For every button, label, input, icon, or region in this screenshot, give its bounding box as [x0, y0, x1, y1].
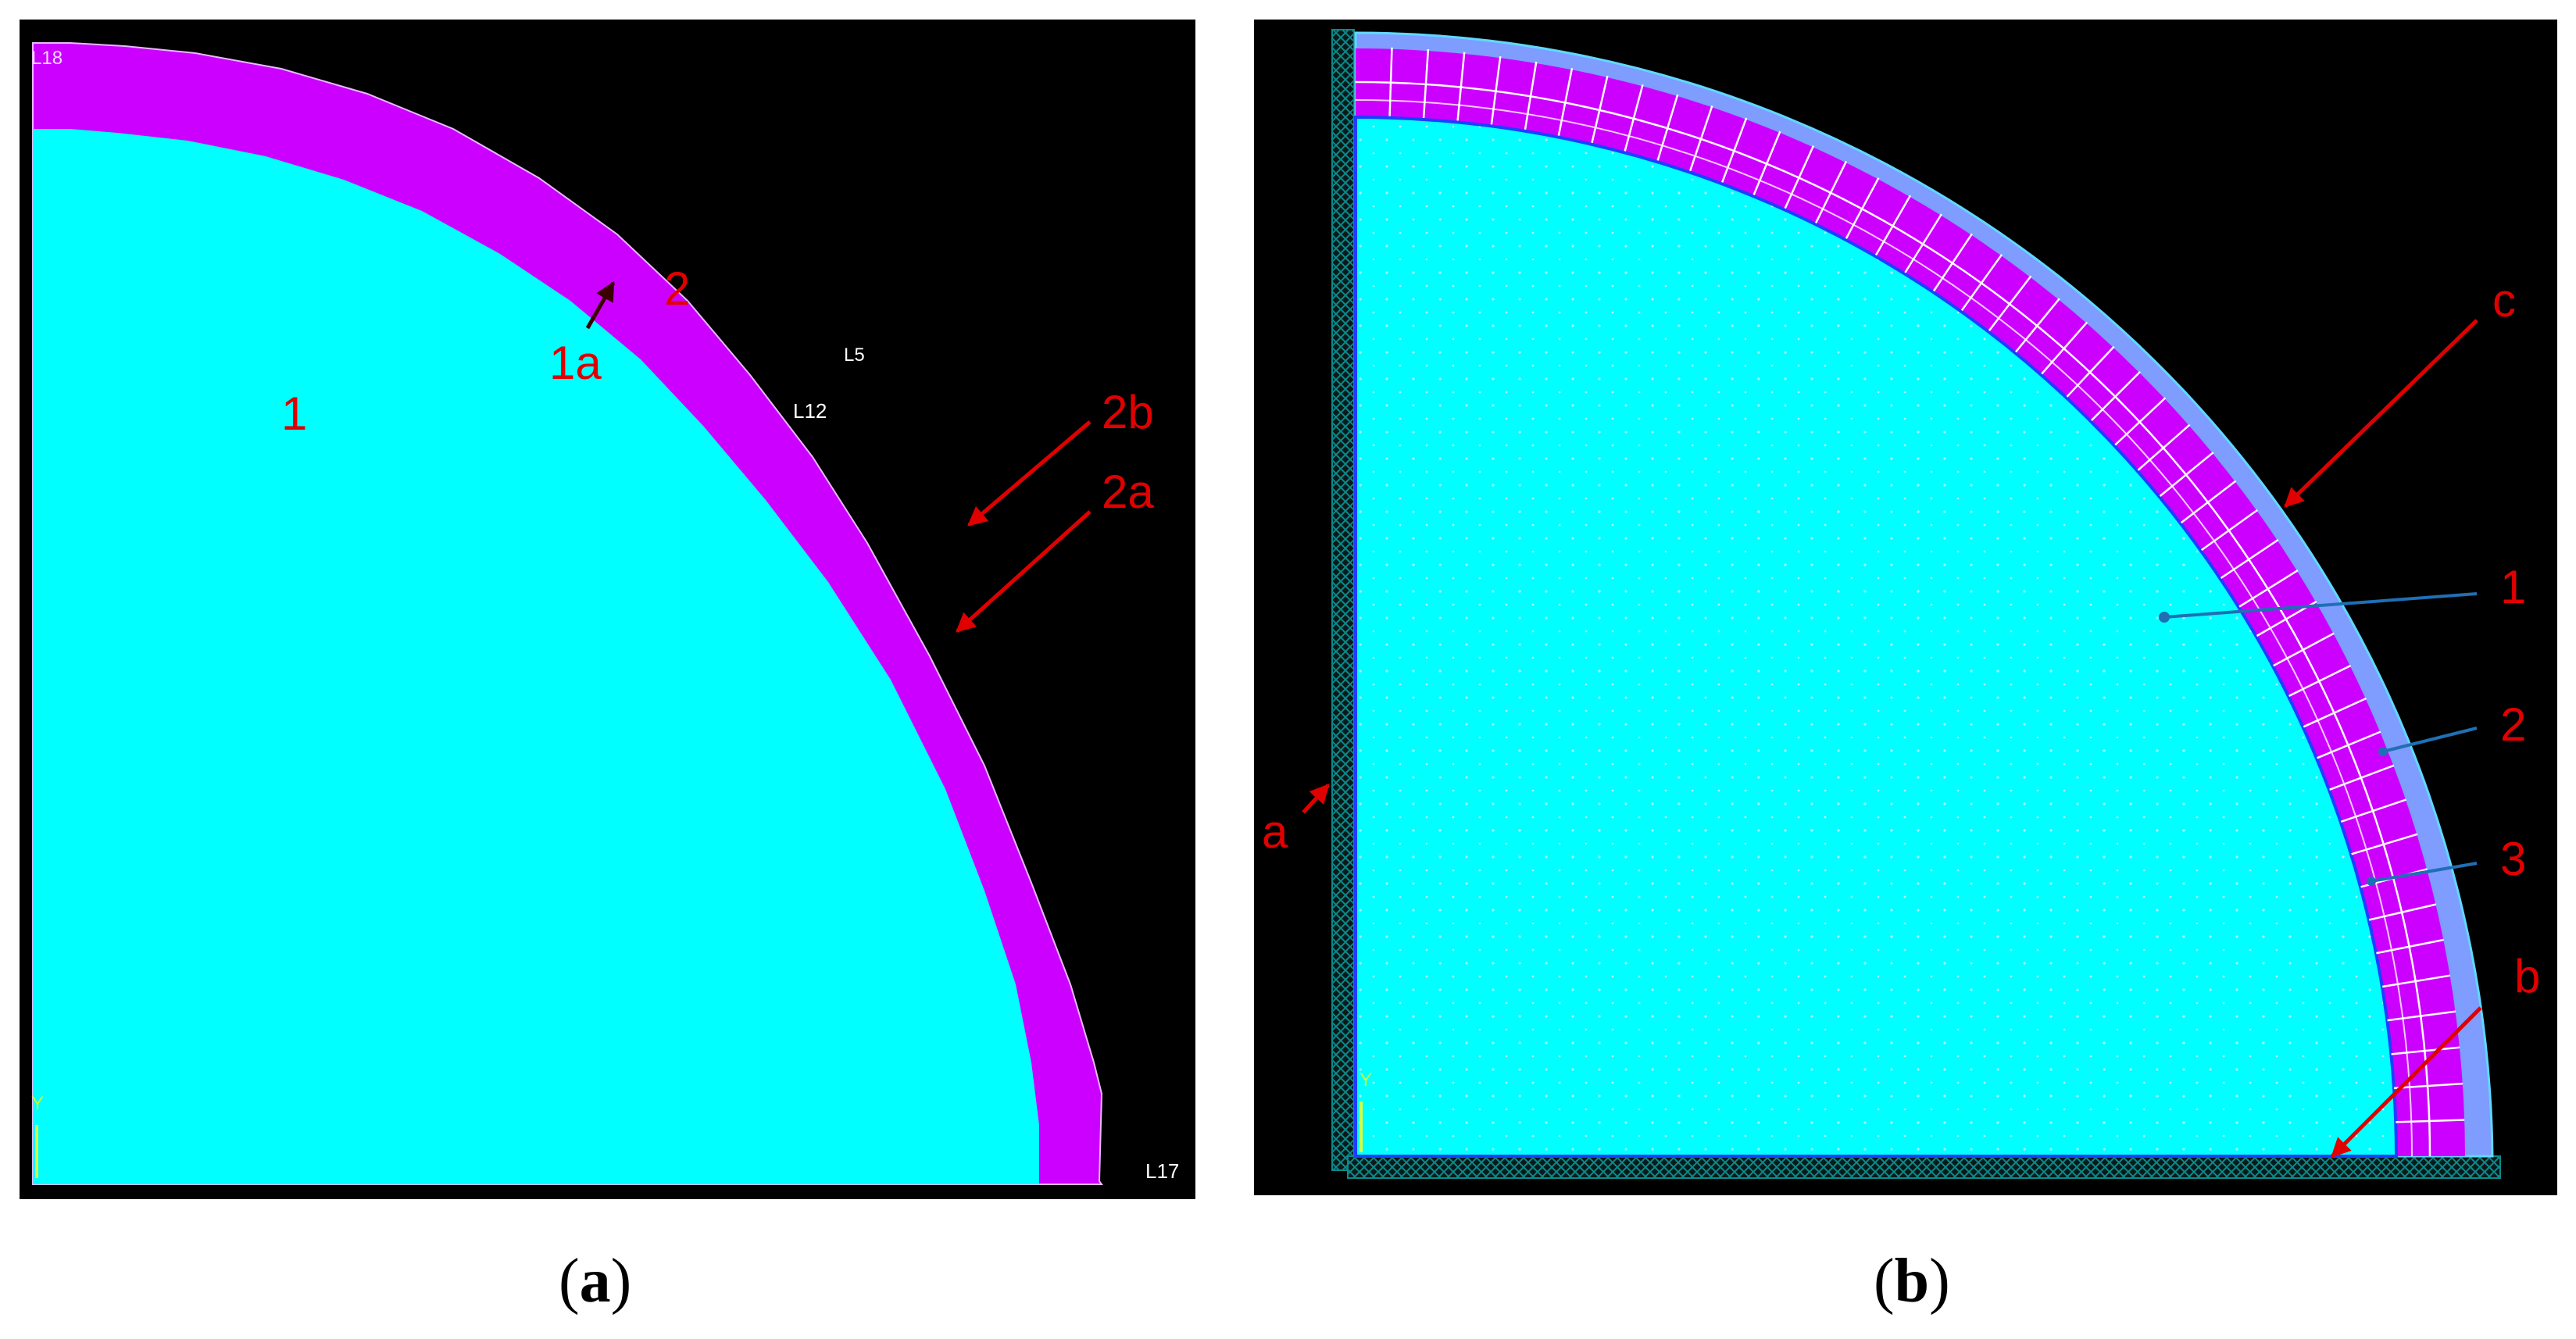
panel-a-label-core-edge: 1a [549, 337, 602, 389]
panel-a-line-L17: L17 [1145, 1159, 1179, 1183]
panel-a-line-L5: L5 [844, 345, 865, 366]
panel-a-core-region [33, 129, 1039, 1184]
panel-a-axis-glyph: Y [31, 1093, 44, 1178]
panel-b-axis-glyph: Y [1359, 1069, 1372, 1152]
panel-a-arrow-shell-outer [967, 420, 1091, 527]
panel-b-label-shell: 2 [2500, 698, 2526, 751]
panel-b-label-boundary-bottom: b [2514, 950, 2540, 1002]
panel-a-arrow-shell-inner [956, 510, 1091, 633]
panel-a-label-shell: 2 [664, 262, 690, 315]
panel-b-core-region [1354, 115, 2399, 1158]
panel-a-caption: (a) [559, 1247, 632, 1316]
panel-b-leader-core [2163, 592, 2478, 619]
panel-b-arrow-outer [2284, 319, 2478, 508]
panel-b-bottom-boundary-mesh [1347, 1155, 2501, 1179]
panel-b-caption: (b) [1874, 1247, 1950, 1316]
panel-b-label-boundary-outer: c [2492, 274, 2516, 327]
svg-text:Y: Y [1359, 1069, 1372, 1091]
panel-a-label-core: 1 [281, 387, 307, 440]
panel-a-line-L12: L12 [793, 399, 827, 423]
panel-b-arrow-left [1302, 784, 1330, 814]
panel-b-shell-inner-ring [1355, 99, 2413, 1157]
panel-b-leader-outer-layer [2371, 862, 2478, 883]
panel-b-arrow-bottom [2331, 1006, 2482, 1158]
panel-a-label-shell-outer: 2b [1102, 386, 1154, 438]
panel-b-leader-shell [2382, 727, 2478, 753]
panel-b-label-outer-layer: 3 [2500, 833, 2526, 885]
panel-a-label-shell-inner: 2a [1102, 466, 1154, 518]
panel-b-left-boundary-mesh [1331, 29, 1355, 1171]
panel-a-arrow-core-edge [585, 280, 616, 330]
panel-b-shell-mid-ring [1355, 80, 2431, 1157]
panel-b-label-boundary-left: a [1262, 805, 1288, 858]
svg-text:Y: Y [31, 1093, 44, 1114]
panel-b-label-core: 1 [2500, 561, 2526, 613]
panel-a-line-L18: L18 [31, 48, 63, 69]
